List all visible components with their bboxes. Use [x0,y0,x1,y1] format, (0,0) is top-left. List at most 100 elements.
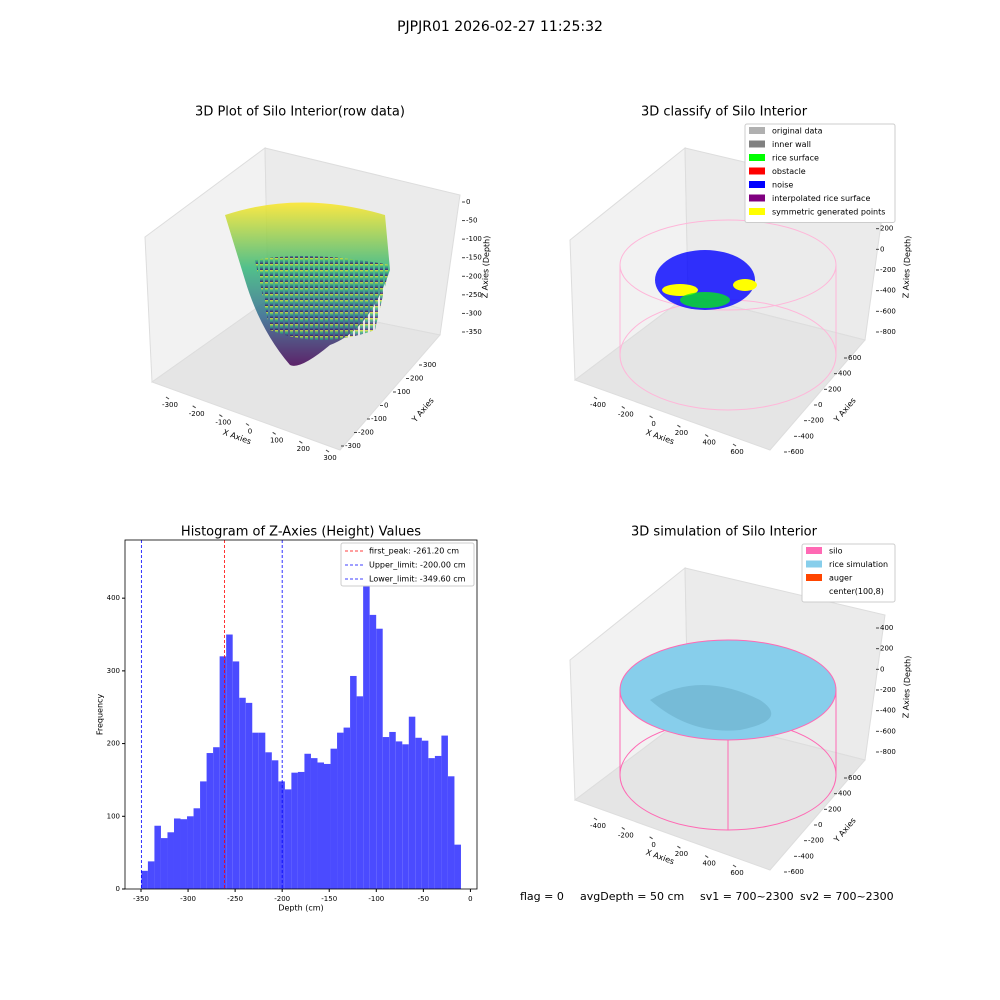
z-tick-label: -200 [880,686,896,694]
bar [376,628,383,889]
x-tick-label: -400 [590,822,606,830]
status-text: avgDepth = 50 cm [580,890,684,903]
z-tick-label: -400 [880,287,896,295]
y-tick-label: 400 [838,790,851,798]
z-tick-label: -800 [880,328,896,336]
y-tick-label: 300 [423,361,436,369]
legend-label: interpolated rice surface [772,194,870,203]
bar [415,737,422,889]
bar [447,776,455,889]
x-tick [192,405,196,409]
y-axis-label: Y Axies [832,816,858,845]
bar [271,760,279,889]
bar [402,744,409,889]
x-tick [649,415,653,419]
x-tick-label: -150 [321,895,337,903]
x-tick-label: 0 [468,895,472,903]
x-tick-label: -350 [133,895,149,903]
status-text: sv2 = 700~2300 [800,890,894,903]
legend-label: obstacle [772,167,806,176]
bar [428,758,435,889]
y-tick-label: 100 [107,812,120,820]
bar [317,762,325,889]
z-tick-label: 400 [880,624,893,632]
plots: flag = 0 avgDepth = 50 cm sv1 = 700~2300 sv… [96,105,913,913]
y-axis-label: Frequency [96,694,105,736]
x-tick-label: 600 [730,448,743,456]
bar [337,732,344,889]
bar [389,731,396,889]
x-tick-label: -200 [618,831,634,839]
z-axis-label: Z Axies (Depth) [901,236,912,299]
bar [356,696,364,889]
legend-label: rice surface [772,154,819,163]
x-tick [677,424,681,428]
z-tick-label: -350 [466,328,482,336]
bar [206,753,214,889]
bar [408,716,416,889]
y-tick-label: 300 [107,667,120,675]
z-tick-label: 0 [880,665,884,673]
bar [278,781,285,889]
x-tick-label: 400 [703,860,716,868]
x-tick-label: -200 [274,895,290,903]
bar [173,818,181,889]
x-tick [593,817,598,821]
x-tick-label: 0 [651,420,655,428]
bar [434,755,442,889]
bar [350,675,357,889]
legend-swatch [749,127,765,134]
x-axis-label: Depth (cm) [278,904,323,913]
z-axis-label: Z Axies (Depth) [901,656,912,719]
axes-frame [124,539,478,890]
chart-title: 3D Plot of Silo Interior(row data) [195,105,405,120]
x-tick [325,449,330,453]
bar [324,763,331,889]
y-tick-label: -100 [371,415,387,423]
bar [395,741,403,889]
bar [252,732,259,889]
legend-label: original data [772,127,823,136]
y-axis-label: Y Axies [832,396,858,425]
x-tick [593,396,598,400]
y-tick-label: 0 [384,402,388,410]
x-tick-label: 200 [675,850,688,858]
y-tick-label: -600 [788,868,804,876]
x-tick-label: -400 [590,401,606,409]
x-tick [732,443,737,447]
y-tick-label: 200 [828,805,841,813]
legend-label: center(100,8) [829,587,884,596]
z-tick-label: 0 [466,198,470,206]
x-tick-label: 0 [248,428,252,436]
x-tick [677,845,681,849]
bar [297,771,305,889]
chart-title: Histogram of Z-Axies (Height) Values [181,525,421,540]
y-tick-label: 400 [838,370,851,378]
y-tick-label: 0 [818,401,822,409]
legend-label: silo [829,547,843,556]
legend-box [801,543,896,603]
x-tick-label: 300 [323,454,336,462]
x-tick [621,405,626,409]
bar [363,555,370,889]
y-tick-label: -600 [788,448,804,456]
bar [219,656,227,889]
bar [167,832,174,889]
x-tick [219,414,223,418]
bar [382,737,390,889]
bar [310,758,318,889]
z-tick-label: -250 [466,291,482,299]
bar [284,789,292,889]
x-tick [621,826,626,830]
legend-label: auger [829,574,853,583]
legend-box [744,123,896,223]
z-tick-label: -200 [466,272,482,280]
x-tick-label: -200 [189,410,205,418]
z-tick-label: -800 [880,748,896,756]
bar [226,634,233,889]
x-tick-label: -300 [162,401,178,409]
bar [180,819,188,889]
y-tick-label: -400 [798,852,814,860]
x-tick [245,423,250,426]
